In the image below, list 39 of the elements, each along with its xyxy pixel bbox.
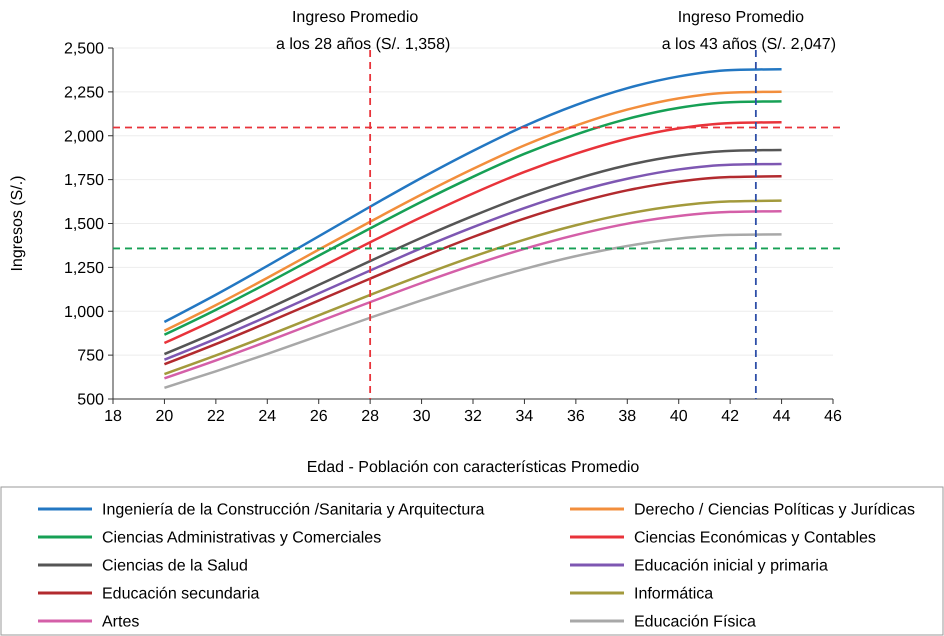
legend-label: Informática xyxy=(634,586,714,603)
x-tick-label: 26 xyxy=(310,408,328,425)
x-tick-label: 28 xyxy=(361,408,380,425)
x-tick-label: 46 xyxy=(824,408,842,425)
legend-label: Educación Física xyxy=(634,614,756,631)
y-tick-label: 2,250 xyxy=(64,84,104,102)
legend-label: Educación secundaria xyxy=(102,586,260,603)
legend-label: Ciencias Económicas y Contables xyxy=(634,530,876,547)
x-tick-label: 20 xyxy=(156,408,174,425)
legend-label: Educación inicial y primaria xyxy=(634,558,828,575)
x-tick-label: 24 xyxy=(258,408,276,425)
x-tick-label: 38 xyxy=(618,408,636,425)
x-tick-label: 36 xyxy=(566,408,585,425)
x-tick-label: 44 xyxy=(772,408,791,425)
x-tick-label: 30 xyxy=(412,408,431,425)
y-tick-label: 1,750 xyxy=(64,172,104,190)
x-tick-label: 18 xyxy=(104,408,122,425)
y-tick-label: 2,500 xyxy=(64,40,104,58)
ref-line-label: Ingreso Promedio a los 28 años (S/. 1,358) xyxy=(276,9,450,53)
x-tick-label: 40 xyxy=(670,408,688,425)
ref-line-label: Ingreso Promedio a los 43 años (S/. 2,047) xyxy=(662,9,836,53)
x-axis-title: Edad - Población con características Promedio xyxy=(306,459,640,476)
y-tick-label: 500 xyxy=(77,392,104,409)
y-tick-label: 2,000 xyxy=(64,128,104,146)
legend-label: Derecho / Ciencias Políticas y Jurídicas xyxy=(634,502,915,519)
legend-label: Artes xyxy=(102,614,140,631)
y-tick-label: 750 xyxy=(77,348,104,365)
legend-label: Ciencias de la Salud xyxy=(102,558,248,575)
x-tick-label: 22 xyxy=(206,408,225,425)
line-series xyxy=(163,233,783,390)
legend-label: Ingeniería de la Construcción /Sanitaria y Arquitectura xyxy=(102,502,485,519)
x-tick-label: 34 xyxy=(516,408,534,425)
legend-label: Ciencias Administrativas y Comerciales xyxy=(102,530,382,547)
y-axis-title: Ingresos (S/.) xyxy=(9,175,26,272)
x-tick-label: 42 xyxy=(721,408,740,425)
y-tick-label: 1,500 xyxy=(64,216,104,234)
x-tick-label: 32 xyxy=(464,408,482,425)
y-tick-label: 1,250 xyxy=(64,260,104,277)
y-tick-label: 1,000 xyxy=(64,304,104,321)
